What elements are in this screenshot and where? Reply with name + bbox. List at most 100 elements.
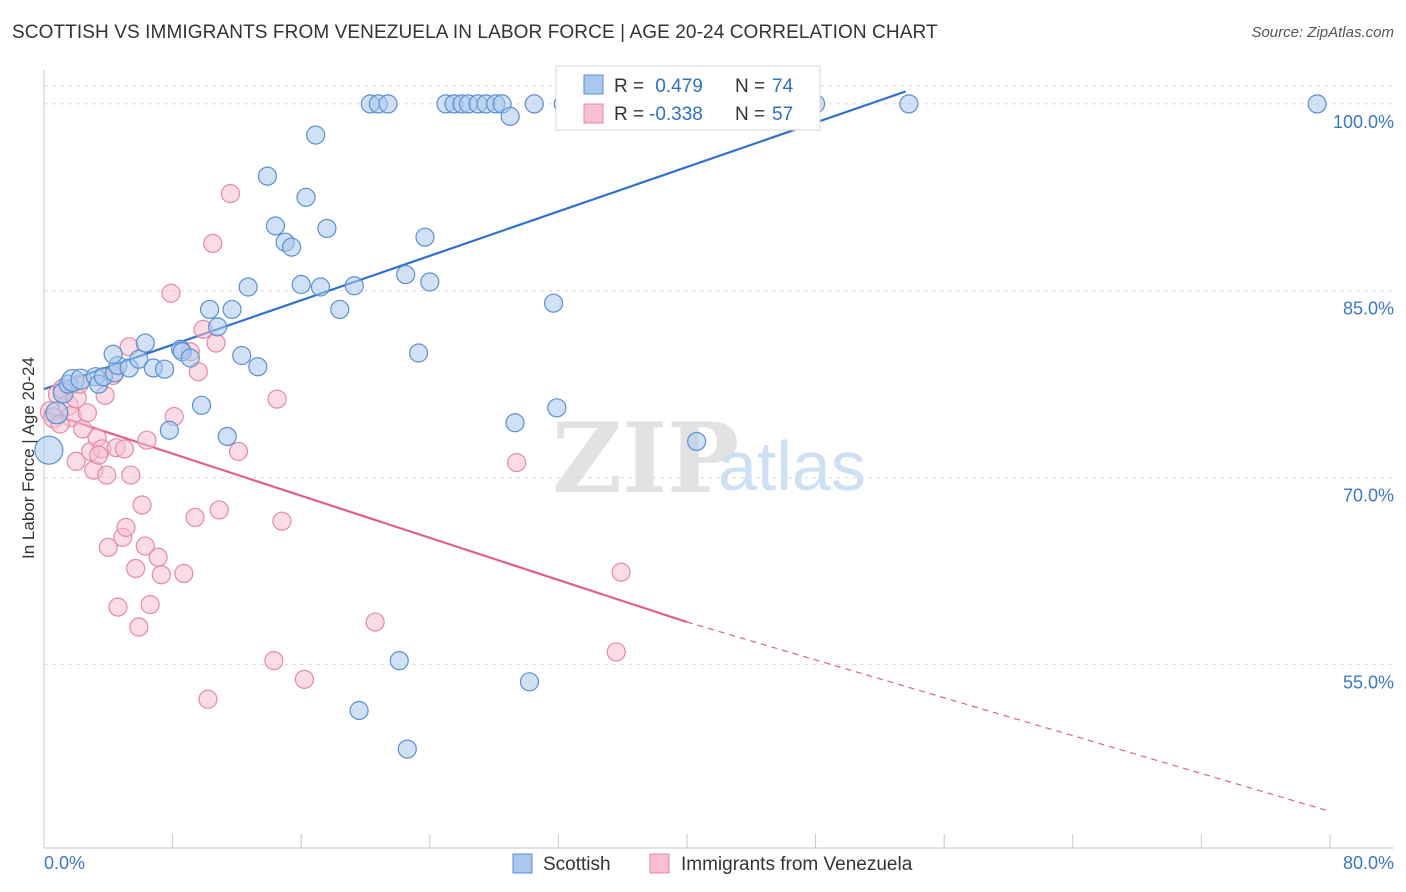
venezuela-point bbox=[611, 562, 631, 582]
venezuela-point bbox=[220, 183, 241, 204]
venezuela-point bbox=[116, 517, 136, 537]
trend-line-venezuela-extrapolated bbox=[686, 621, 1331, 812]
venezuela-point bbox=[97, 465, 117, 485]
venezuela-point bbox=[108, 597, 128, 617]
scottish-point bbox=[154, 359, 175, 379]
correlation-legend: R = 0.479 N = 74 R = -0.338 N = 57 bbox=[555, 65, 821, 131]
legend-bottom-label-venezuela: Immigrants from Venezuela bbox=[681, 854, 913, 875]
chart-title: SCOTTISH VS IMMIGRANTS FROM VENEZUELA IN… bbox=[12, 22, 938, 43]
scottish-point bbox=[310, 277, 331, 297]
venezuela-point bbox=[148, 547, 168, 567]
scottish-point bbox=[378, 94, 398, 114]
scottish-point bbox=[34, 435, 64, 465]
watermark: ZIP atlas bbox=[552, 402, 866, 515]
legend-bottom-swatch-venezuela bbox=[649, 853, 670, 874]
venezuela-point bbox=[161, 283, 181, 303]
x-tick-max: 80.0% bbox=[1343, 853, 1394, 873]
y-tick-labels: 55.0% 70.0% 85.0% 100.0% bbox=[1333, 112, 1394, 692]
scottish-point bbox=[389, 651, 409, 671]
legend-r-value-venezuela: -0.338 bbox=[649, 104, 703, 125]
x-tick-min: 0.0% bbox=[44, 853, 85, 873]
grid-lines bbox=[44, 85, 1394, 665]
scottish-point bbox=[217, 426, 237, 447]
scottish-point bbox=[180, 348, 200, 368]
scottish-point bbox=[199, 299, 220, 320]
scottish-point bbox=[135, 333, 155, 353]
venezuela-point bbox=[185, 507, 205, 528]
scottish-point bbox=[408, 343, 429, 363]
venezuela-point bbox=[174, 563, 194, 584]
x-tick-labels: 0.0% 80.0% bbox=[44, 853, 1394, 873]
scottish-point bbox=[1307, 94, 1327, 114]
scottish-point bbox=[265, 216, 286, 236]
scottish-point bbox=[222, 299, 242, 320]
venezuela-point bbox=[135, 536, 155, 556]
venezuela-point bbox=[121, 465, 141, 485]
venezuela-point bbox=[203, 233, 223, 254]
scottish-point bbox=[129, 349, 149, 369]
venezuela-point bbox=[267, 389, 287, 409]
scottish-point bbox=[317, 218, 337, 239]
venezuela-point bbox=[66, 451, 86, 471]
scottish-point bbox=[899, 94, 919, 114]
venezuela-point bbox=[198, 689, 218, 709]
legend-swatch-scottish bbox=[583, 74, 604, 95]
scottish-point bbox=[281, 237, 302, 257]
venezuela-point bbox=[132, 495, 152, 515]
y-tick-label: 85.0% bbox=[1343, 299, 1394, 319]
scottish-point bbox=[687, 431, 707, 452]
scottish-point bbox=[191, 395, 212, 415]
venezuela-point bbox=[272, 511, 292, 531]
legend-r-label-venezuela: R = bbox=[614, 104, 644, 125]
venezuela-point bbox=[126, 558, 146, 579]
scottish-point bbox=[296, 187, 316, 207]
scottish-point bbox=[519, 672, 540, 692]
scottish-point bbox=[232, 345, 252, 366]
venezuela-point bbox=[209, 500, 229, 520]
venezuela-point bbox=[137, 430, 157, 450]
scottish-point bbox=[45, 401, 69, 425]
venezuela-point bbox=[140, 595, 160, 615]
scottish-point bbox=[505, 413, 525, 433]
venezuela-point bbox=[151, 565, 171, 585]
scottish-point bbox=[306, 125, 326, 145]
scottish-point bbox=[103, 344, 123, 364]
venezuela-point bbox=[114, 439, 134, 459]
scottish-point bbox=[330, 299, 350, 320]
legend-n-value-scottish: 74 bbox=[772, 76, 794, 97]
scottish-point bbox=[500, 106, 520, 126]
scottish-point bbox=[524, 94, 544, 114]
scottish-point bbox=[344, 276, 364, 296]
y-tick-label: 100.0% bbox=[1333, 112, 1394, 132]
legend-n-label-venezuela: N = bbox=[735, 104, 765, 125]
scottish-point bbox=[415, 227, 435, 247]
source-note: Source: ZipAtlas.com bbox=[1251, 24, 1394, 41]
scottish-point bbox=[349, 700, 369, 721]
legend-swatch-venezuela bbox=[583, 103, 604, 124]
venezuela-point bbox=[98, 537, 118, 557]
scottish-point bbox=[397, 739, 417, 759]
scottish-point bbox=[208, 317, 228, 337]
legend-r-value-scottish: 0.479 bbox=[650, 76, 703, 97]
scottish-point bbox=[159, 420, 179, 440]
venezuela-point bbox=[606, 642, 626, 662]
scottish-point bbox=[291, 274, 311, 295]
legend-n-value-venezuela: 57 bbox=[772, 104, 793, 125]
venezuela-point bbox=[129, 617, 149, 637]
scottish-point bbox=[420, 272, 440, 292]
scottish-point bbox=[257, 166, 278, 186]
venezuela-point bbox=[264, 651, 284, 671]
venezuela-point bbox=[294, 669, 315, 689]
venezuela-point bbox=[365, 612, 385, 632]
series-legend: Scottish Immigrants from Venezuela bbox=[512, 853, 913, 875]
venezuela-point bbox=[77, 403, 98, 423]
watermark-zip: ZIP bbox=[552, 402, 739, 515]
venezuela-points bbox=[39, 183, 631, 709]
watermark-atlas: atlas bbox=[718, 427, 866, 505]
legend-bottom-label-scottish: Scottish bbox=[543, 854, 611, 875]
venezuela-point bbox=[507, 453, 527, 473]
venezuela-point bbox=[206, 333, 226, 353]
scottish-point bbox=[396, 264, 416, 285]
scottish-point bbox=[547, 398, 567, 418]
